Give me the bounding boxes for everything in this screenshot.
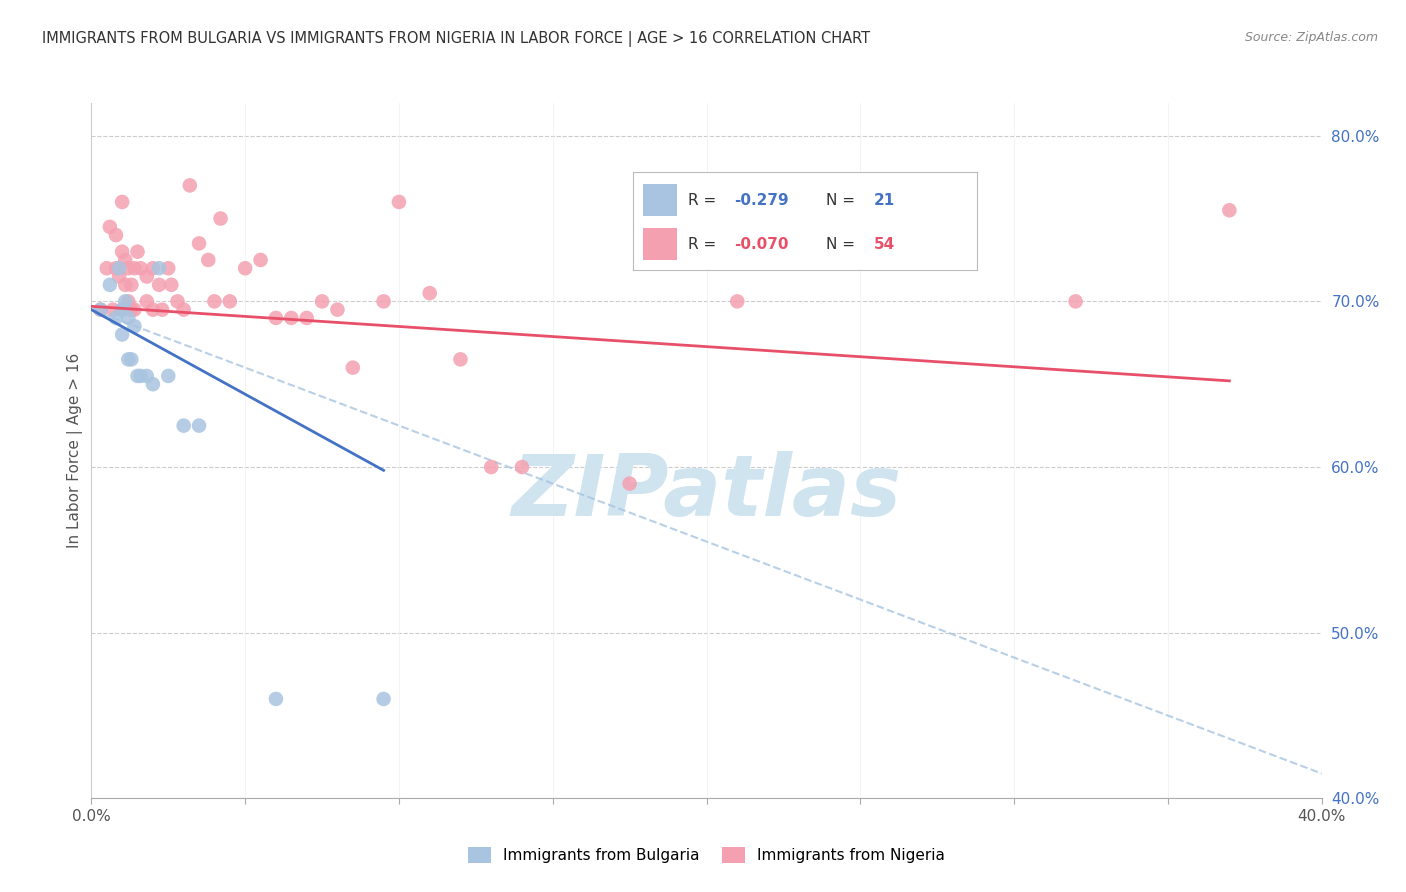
Point bbox=[111, 244, 134, 259]
Point bbox=[108, 261, 131, 276]
Text: IMMIGRANTS FROM BULGARIA VS IMMIGRANTS FROM NIGERIA IN LABOR FORCE | AGE > 16 CO: IMMIGRANTS FROM BULGARIA VS IMMIGRANTS F… bbox=[42, 31, 870, 47]
Point bbox=[148, 277, 170, 292]
Point bbox=[98, 277, 121, 292]
Point bbox=[295, 310, 318, 325]
Point bbox=[124, 319, 146, 334]
Point bbox=[90, 302, 112, 317]
Point bbox=[166, 294, 188, 309]
Point bbox=[449, 352, 471, 367]
Point bbox=[142, 261, 165, 276]
Point bbox=[127, 368, 149, 383]
Text: 54: 54 bbox=[875, 236, 896, 252]
Point bbox=[510, 460, 533, 475]
Text: -0.070: -0.070 bbox=[734, 236, 789, 252]
Point bbox=[142, 377, 165, 392]
Point bbox=[117, 294, 139, 309]
Point bbox=[114, 294, 136, 309]
Point bbox=[157, 368, 180, 383]
Point bbox=[202, 294, 225, 309]
Text: 21: 21 bbox=[875, 193, 896, 208]
Point bbox=[264, 310, 287, 325]
Point bbox=[120, 352, 142, 367]
Point bbox=[127, 244, 149, 259]
Point bbox=[264, 692, 287, 706]
Point bbox=[160, 277, 183, 292]
Point bbox=[117, 352, 139, 367]
Point bbox=[105, 261, 127, 276]
Text: N =: N = bbox=[825, 193, 859, 208]
Point bbox=[188, 418, 211, 433]
Point bbox=[98, 219, 121, 234]
Point bbox=[1064, 294, 1087, 309]
Point bbox=[619, 476, 641, 491]
Point bbox=[342, 360, 364, 375]
Point bbox=[479, 460, 502, 475]
Point bbox=[157, 261, 180, 276]
Bar bbox=[643, 184, 678, 216]
Point bbox=[135, 294, 157, 309]
Point bbox=[1218, 203, 1240, 218]
Point bbox=[117, 261, 139, 276]
Text: Source: ZipAtlas.com: Source: ZipAtlas.com bbox=[1244, 31, 1378, 45]
Point bbox=[373, 692, 395, 706]
Point bbox=[111, 302, 134, 317]
Y-axis label: In Labor Force | Age > 16: In Labor Force | Age > 16 bbox=[67, 353, 83, 548]
Point bbox=[111, 194, 134, 209]
Point bbox=[218, 294, 240, 309]
Point bbox=[326, 302, 349, 317]
Point bbox=[150, 302, 173, 317]
Text: R =: R = bbox=[688, 236, 721, 252]
Point bbox=[129, 368, 152, 383]
Point bbox=[135, 269, 157, 284]
Text: N =: N = bbox=[825, 236, 859, 252]
Point bbox=[120, 302, 142, 317]
Point bbox=[111, 327, 134, 342]
Point bbox=[90, 302, 112, 317]
Point bbox=[142, 302, 165, 317]
Point bbox=[108, 269, 131, 284]
Point bbox=[197, 252, 219, 267]
Point bbox=[280, 310, 302, 325]
Point bbox=[173, 418, 195, 433]
Point bbox=[120, 277, 142, 292]
Point bbox=[101, 302, 124, 317]
Point bbox=[124, 302, 146, 317]
Point bbox=[129, 261, 152, 276]
Point bbox=[311, 294, 333, 309]
Point bbox=[135, 368, 157, 383]
Point bbox=[105, 310, 127, 325]
Point bbox=[114, 252, 136, 267]
Point bbox=[114, 277, 136, 292]
Point bbox=[233, 261, 256, 276]
Text: R =: R = bbox=[688, 193, 721, 208]
Point bbox=[188, 236, 211, 251]
Legend: Immigrants from Bulgaria, Immigrants from Nigeria: Immigrants from Bulgaria, Immigrants fro… bbox=[460, 839, 953, 871]
Point bbox=[96, 261, 118, 276]
Text: ZIPatlas: ZIPatlas bbox=[512, 450, 901, 533]
Point bbox=[173, 302, 195, 317]
Point bbox=[373, 294, 395, 309]
Point bbox=[117, 310, 139, 325]
Text: -0.279: -0.279 bbox=[734, 193, 789, 208]
Point bbox=[725, 294, 748, 309]
Point bbox=[105, 228, 127, 243]
Point bbox=[148, 261, 170, 276]
Point bbox=[249, 252, 271, 267]
Point bbox=[419, 286, 441, 301]
Point bbox=[209, 211, 232, 226]
Point bbox=[179, 178, 201, 193]
Point bbox=[111, 302, 134, 317]
Point bbox=[124, 261, 146, 276]
Bar bbox=[643, 227, 678, 260]
Point bbox=[388, 194, 411, 209]
